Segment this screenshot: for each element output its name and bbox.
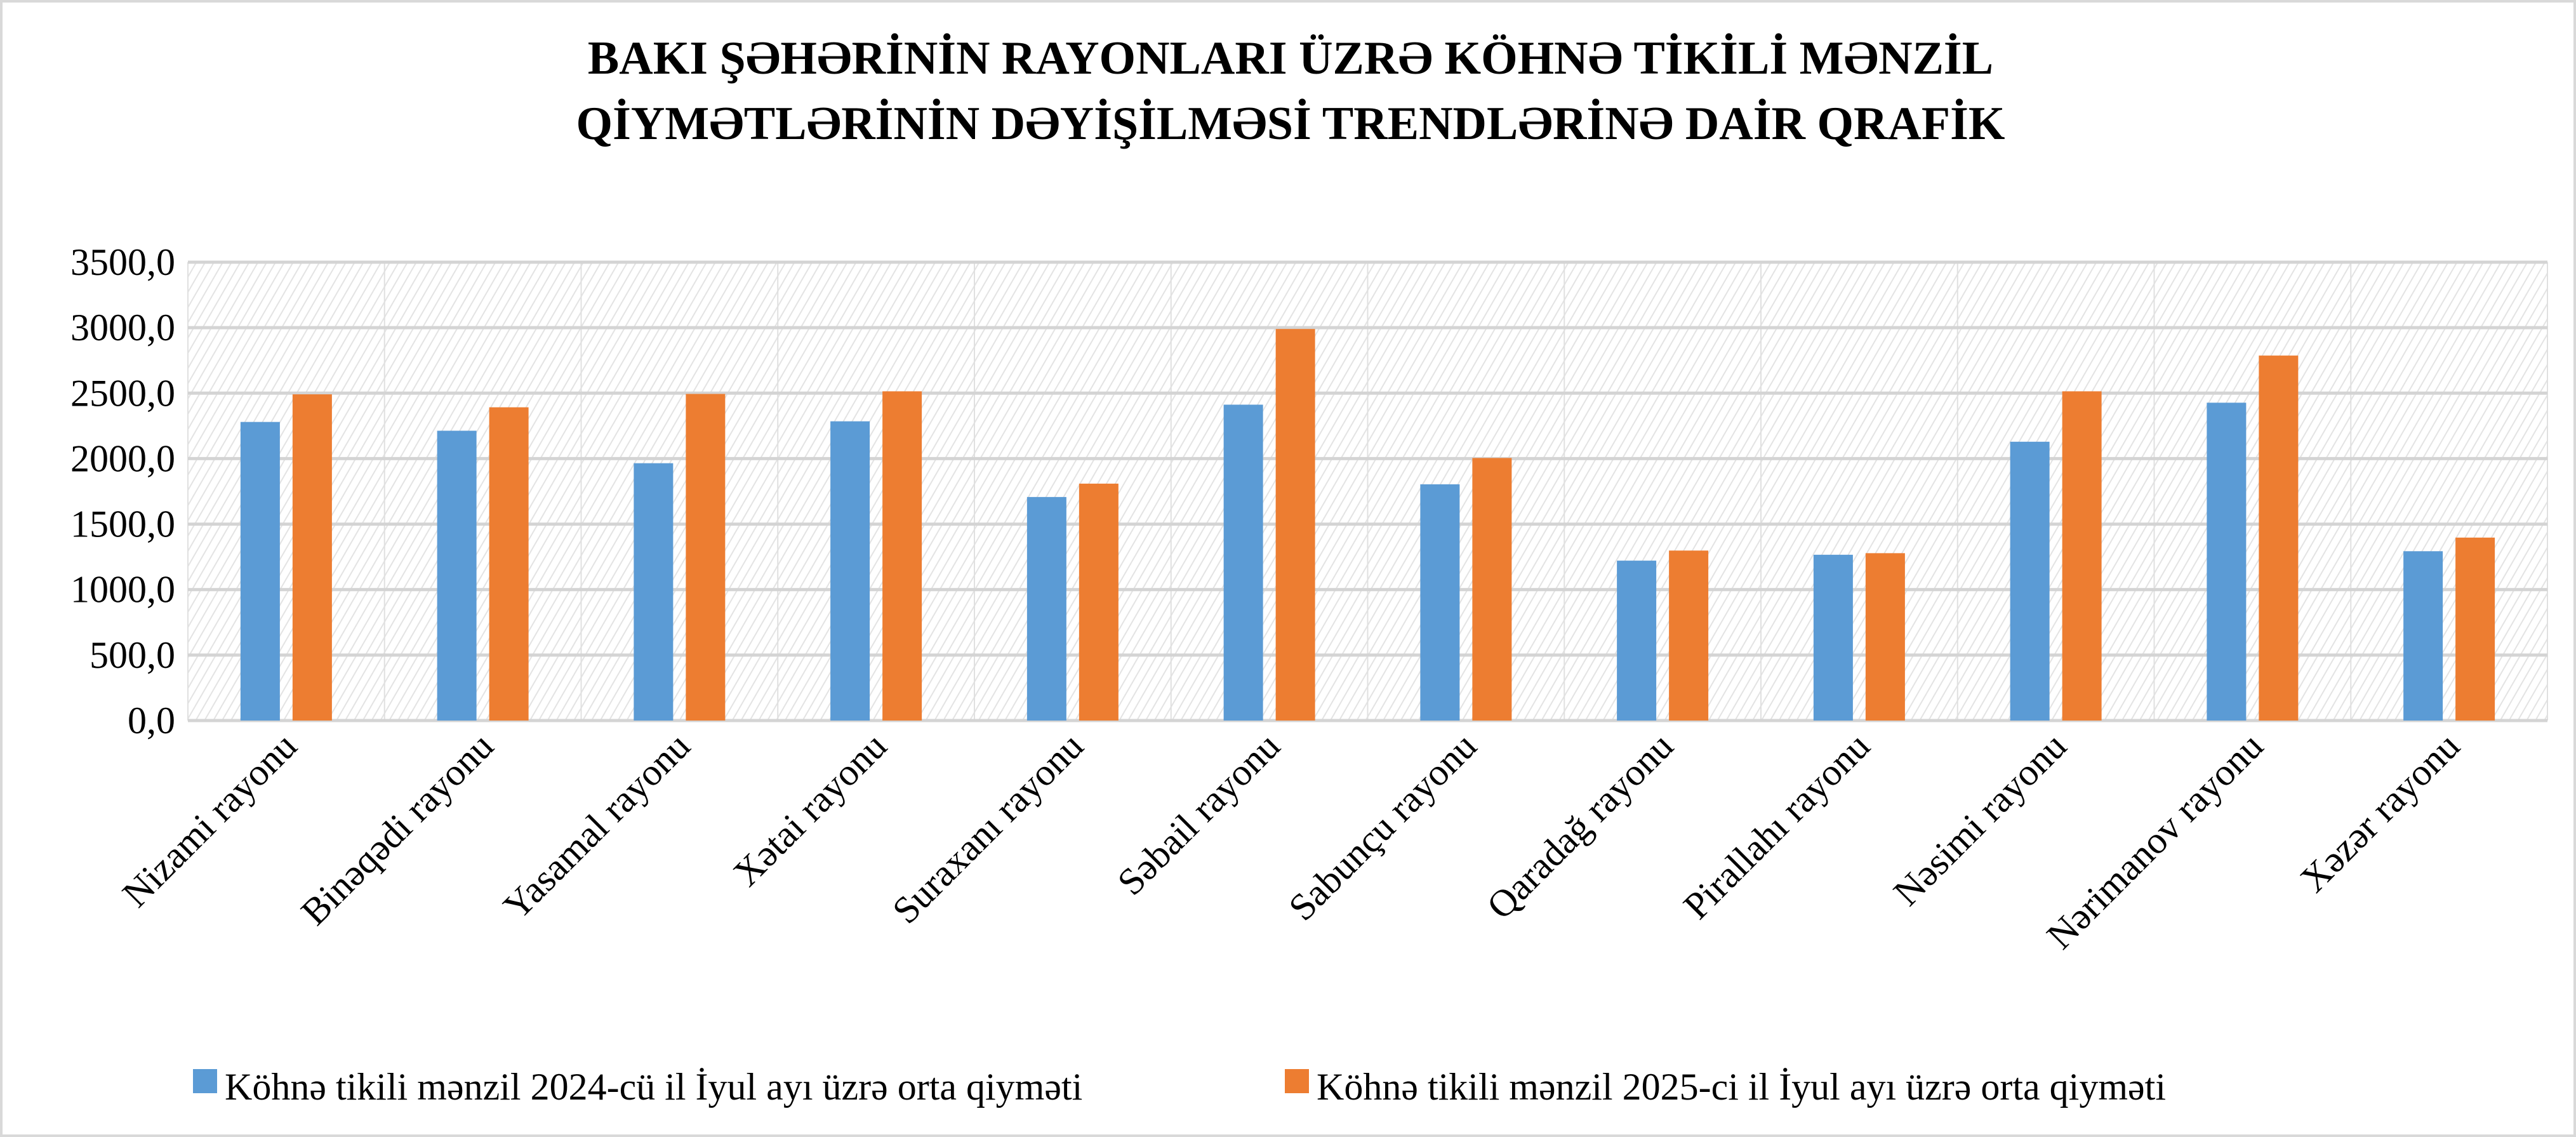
bar-chart-svg: BAKI ŞƏHƏRİNİN RAYONLARI ÜZRƏ KÖHNƏ TİKİ… [70, 32, 2548, 1108]
x-tick-label: Səbail rayonu [1110, 725, 1288, 903]
bar-2024 [1026, 496, 1066, 721]
bar-2025 [292, 394, 332, 721]
x-tick-label: Suraxanı rayonu [884, 725, 1091, 932]
legend-swatch-2024 [193, 1069, 217, 1093]
bar-2025 [1669, 550, 1709, 721]
y-tick-label: 500,0 [90, 634, 175, 676]
bar-2025 [882, 391, 922, 721]
bar-2025 [1865, 553, 1905, 721]
legend: Köhnə tikili mənzil 2024-cü il İyul ayı … [193, 1066, 2166, 1108]
bar-2024 [1420, 484, 1460, 721]
bar-2025 [1275, 329, 1315, 721]
x-tick-label: Nərimanov rayonu [2039, 725, 2271, 957]
y-tick-label: 0,0 [128, 700, 175, 741]
bar-2025 [1472, 458, 1512, 721]
y-tick-label: 2500,0 [70, 372, 175, 414]
bar-2025 [1079, 483, 1119, 721]
x-tick-label: Nəsimi rayonu [1885, 725, 2075, 914]
bar-2024 [1813, 554, 1853, 721]
x-tick-label: Qaradağ rayonu [1479, 725, 1682, 928]
bar-2024 [830, 421, 870, 721]
x-tick-label: Xətai rayonu [725, 725, 894, 894]
bar-2024 [2403, 551, 2443, 721]
bar-2024 [437, 430, 477, 721]
legend-label-2024: Köhnə tikili mənzil 2024-cü il İyul ayı … [225, 1066, 1082, 1108]
bar-2025 [2259, 356, 2299, 721]
legend-label-2025: Köhnə tikili mənzil 2025-ci il İyul ayı … [1317, 1066, 2166, 1108]
bar-2024 [1617, 561, 1657, 721]
bar-2025 [686, 394, 726, 721]
bar-2024 [2207, 402, 2247, 721]
y-axis: 0,0 500,0 1000,0 1500,0 2000,0 2500,0 3000,0 35… [70, 241, 175, 741]
gridlines [187, 260, 2548, 722]
bar-2025 [2455, 537, 2495, 721]
bar-2025 [489, 407, 529, 721]
x-tick-label: Sabunçu rayonu [1280, 725, 1484, 929]
chart-title-line-2: QİYMƏTLƏRİNİN DƏYİŞİLMƏSİ TRENDLƏRİNƏ DA… [576, 98, 2005, 150]
bar-2024 [634, 463, 674, 721]
x-tick-label: Xəzər rayonu [2292, 725, 2467, 900]
y-tick-label: 3500,0 [70, 241, 175, 283]
bar-2024 [240, 422, 280, 721]
x-tick-label: Binəqədi rayonu [293, 725, 501, 933]
bars [240, 329, 2495, 721]
y-tick-label: 3000,0 [70, 307, 175, 349]
y-tick-label: 1000,0 [70, 569, 175, 611]
bar-2024 [1223, 404, 1263, 721]
bar-2024 [2010, 441, 2050, 721]
x-tick-label: Yasamal rayonu [495, 725, 698, 928]
x-tick-label: Pirallahı rayonu [1675, 725, 1878, 928]
x-tick-label: Nizami rayonu [114, 725, 305, 915]
chart-title-line-1: BAKI ŞƏHƏRİNİN RAYONLARI ÜZRƏ KÖHNƏ TİKİ… [588, 32, 1993, 84]
y-tick-label: 2000,0 [70, 437, 175, 479]
bar-2025 [2062, 391, 2102, 721]
legend-swatch-2025 [1285, 1069, 1309, 1093]
y-tick-label: 1500,0 [70, 503, 175, 545]
